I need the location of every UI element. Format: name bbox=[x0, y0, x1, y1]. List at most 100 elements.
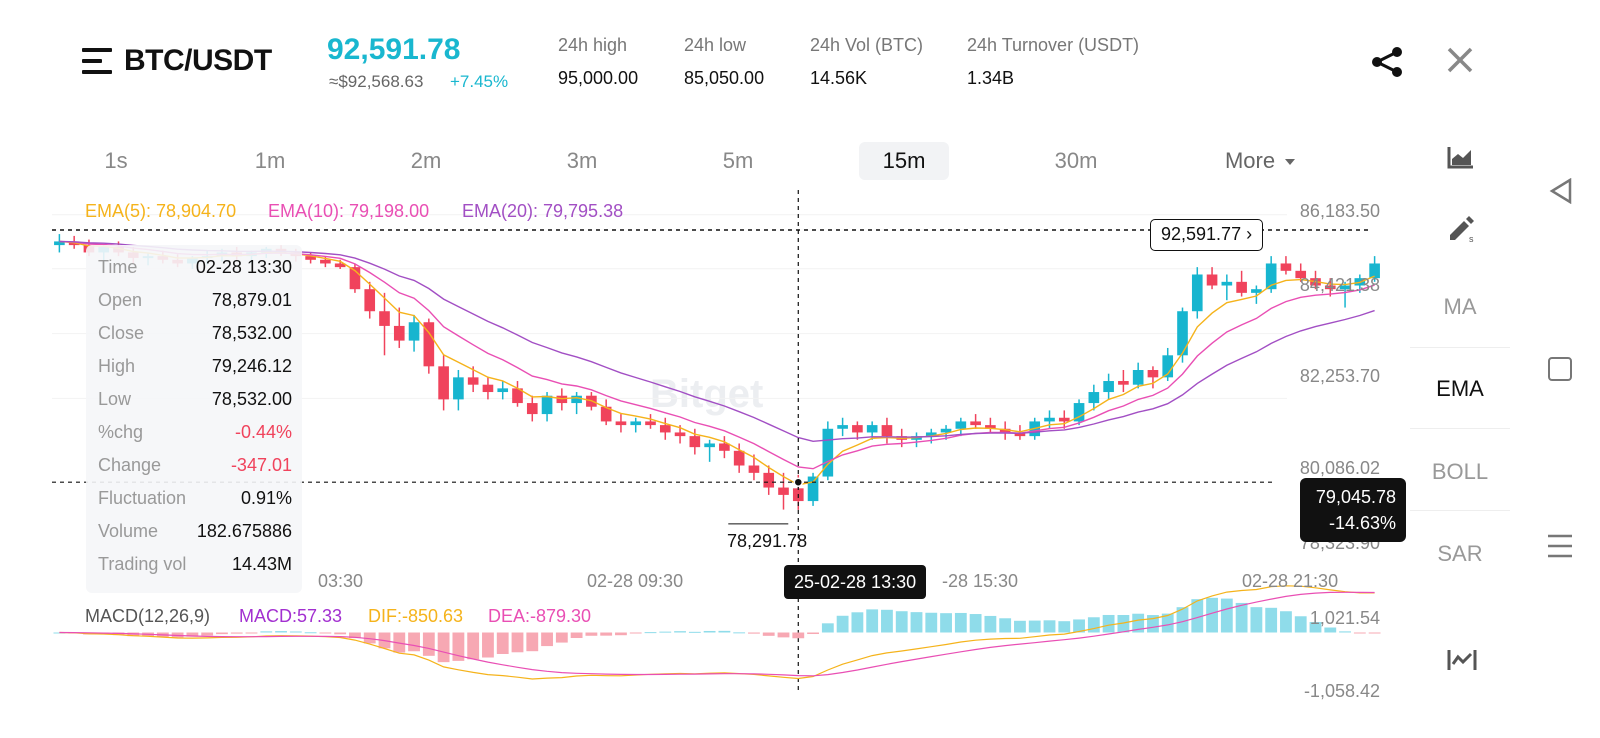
macd-bar bbox=[940, 613, 952, 633]
macd-bar bbox=[659, 631, 672, 633]
info-value: 182.675886 bbox=[196, 521, 292, 541]
macd-bar bbox=[1309, 622, 1322, 633]
candle-body bbox=[1073, 403, 1085, 422]
crosshair-dot bbox=[793, 477, 804, 487]
info-row-trading-vol: Trading vol 14.43M bbox=[98, 554, 292, 587]
macd-bar bbox=[1028, 620, 1041, 633]
macd-bar bbox=[1176, 607, 1189, 633]
tab-1m[interactable]: 1m bbox=[254, 148, 286, 173]
macd-bar bbox=[186, 632, 199, 637]
candle-body bbox=[423, 322, 435, 367]
candle-body bbox=[985, 425, 996, 429]
candle-body bbox=[630, 421, 642, 426]
candle-body bbox=[881, 425, 893, 437]
back-icon[interactable] bbox=[1548, 178, 1574, 204]
candle-body bbox=[733, 450, 745, 466]
info-value: -347.01 bbox=[230, 455, 292, 475]
price-change: +7.45% bbox=[450, 72, 509, 91]
info-label: High bbox=[98, 356, 136, 376]
stat-label-high: 24h high bbox=[558, 35, 628, 55]
tab-more[interactable]: More bbox=[1210, 142, 1310, 180]
candle-body bbox=[1058, 417, 1070, 422]
macd-value: MACD:57.33 bbox=[239, 606, 343, 626]
close-icon[interactable] bbox=[1444, 44, 1476, 76]
macd-bar bbox=[954, 612, 967, 633]
tab-3m[interactable]: 3m bbox=[566, 148, 598, 173]
candle-body bbox=[645, 421, 656, 426]
caret-down-icon bbox=[1285, 159, 1296, 166]
y-tick: 84,421.38 bbox=[1299, 275, 1380, 295]
candle-body bbox=[1295, 270, 1307, 279]
macd-bar bbox=[541, 632, 553, 647]
chart-type-icon[interactable] bbox=[1447, 145, 1475, 169]
info-row-open: Open 78,879.01 bbox=[98, 290, 292, 323]
tab-5m[interactable]: 5m bbox=[722, 148, 754, 173]
macd-y-tick: -1,058.42 bbox=[1303, 681, 1380, 701]
stat-value-turnover: 1.34B bbox=[967, 68, 1015, 88]
candle-body bbox=[689, 436, 701, 448]
candle-body bbox=[748, 465, 760, 473]
candle-body bbox=[807, 476, 819, 502]
fullscreen-icon[interactable] bbox=[1447, 648, 1477, 672]
macd-bar bbox=[821, 623, 834, 633]
candle-body bbox=[1206, 274, 1218, 286]
macd-bar bbox=[644, 632, 657, 634]
candle-body bbox=[955, 421, 967, 429]
macd-bar bbox=[363, 632, 376, 644]
candle-body bbox=[1044, 417, 1055, 422]
indicator-sar[interactable]: SAR bbox=[1437, 541, 1483, 566]
low-marker-label: 78,291.78 bbox=[727, 531, 808, 551]
y-tick: 86,183.50 bbox=[1299, 201, 1380, 221]
tab-1s[interactable]: 1s bbox=[104, 148, 128, 173]
candle-body bbox=[408, 322, 420, 341]
info-value: 78,532.00 bbox=[211, 323, 292, 343]
macd-bar bbox=[851, 612, 864, 633]
macd-bar bbox=[615, 632, 627, 636]
macd-title: MACD(12,26,9) bbox=[85, 606, 211, 626]
candle-body bbox=[940, 428, 952, 433]
candle-body bbox=[1251, 289, 1262, 293]
macd-bar bbox=[1087, 617, 1100, 633]
current-price-tag[interactable]: 92,591.77 › bbox=[1150, 219, 1264, 251]
crosshair-price-box: 79,045.78 -14.63% bbox=[1300, 478, 1406, 542]
home-icon[interactable] bbox=[1548, 357, 1572, 381]
pair-title[interactable]: BTC/USDT bbox=[124, 44, 272, 77]
menu-icon[interactable] bbox=[82, 48, 112, 74]
recent-apps-icon[interactable] bbox=[1547, 533, 1573, 559]
svg-text:s: s bbox=[1469, 234, 1474, 243]
macd-bar bbox=[511, 632, 524, 653]
macd-bar bbox=[1014, 620, 1026, 633]
macd-bar bbox=[866, 609, 879, 633]
tab-30m[interactable]: 30m bbox=[1054, 148, 1098, 173]
indicator-ma[interactable]: MA bbox=[1443, 294, 1477, 319]
candle-body bbox=[379, 311, 390, 326]
candle-body bbox=[1236, 281, 1247, 293]
macd-bar bbox=[1294, 616, 1307, 633]
y-tick: 82,253.70 bbox=[1299, 366, 1380, 386]
stat-label-low: 24h low bbox=[684, 35, 747, 55]
candle-body bbox=[526, 403, 538, 415]
tab-2m[interactable]: 2m bbox=[410, 148, 442, 173]
dea-line bbox=[59, 591, 1375, 677]
macd-bar bbox=[1191, 599, 1204, 633]
macd-bar bbox=[1132, 613, 1145, 633]
current-price-value: 92,591.77 bbox=[1161, 224, 1242, 244]
macd-bar bbox=[319, 632, 332, 634]
indicator-boll[interactable]: BOLL bbox=[1431, 459, 1489, 484]
info-row-high: High 79,246.12 bbox=[98, 356, 292, 389]
share-icon[interactable] bbox=[1370, 45, 1404, 79]
info-value: 79,246.12 bbox=[211, 356, 292, 376]
crosshair-pct: -14.63% bbox=[1328, 513, 1396, 533]
draw-tool-icon[interactable]: s bbox=[1447, 213, 1477, 243]
candle-body bbox=[1221, 281, 1233, 286]
indicator-ema[interactable]: EMA bbox=[1436, 376, 1484, 401]
info-label: Low bbox=[98, 389, 132, 409]
toolbar-divider bbox=[1410, 510, 1510, 511]
macd-bar bbox=[881, 609, 893, 633]
macd-bar bbox=[230, 632, 243, 634]
candlestick-chart[interactable] bbox=[52, 190, 1412, 700]
info-label: Fluctuation bbox=[98, 488, 187, 508]
tab-15m[interactable]: 15m bbox=[859, 142, 949, 180]
info-row-time: Time 02-28 13:30 bbox=[98, 257, 292, 290]
candle-body bbox=[704, 443, 715, 448]
